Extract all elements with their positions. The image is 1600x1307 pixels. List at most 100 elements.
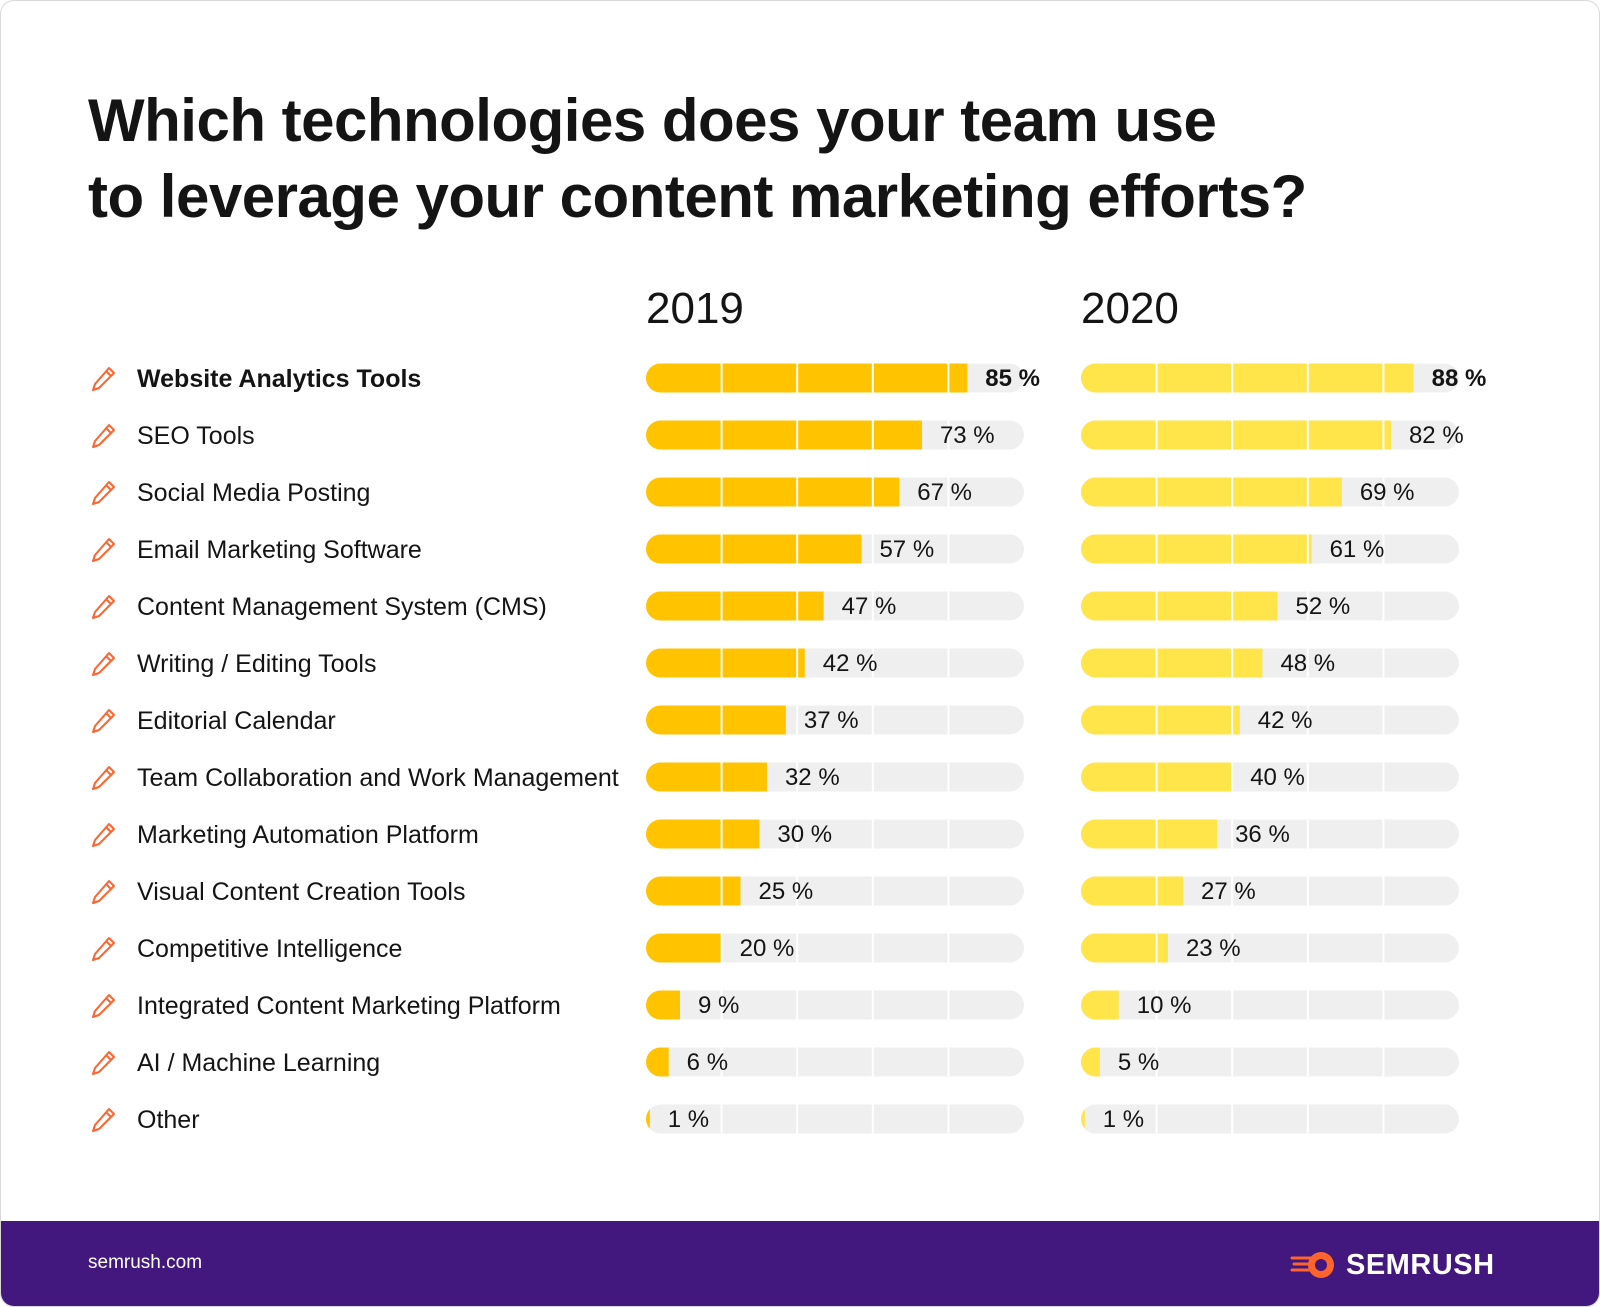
bar-2019-writing-editing-tools (646, 648, 805, 678)
value-label-2020-ai-machine-learning: 5 % (1118, 1049, 1159, 1076)
bar-track-2020-integrated-content-marketing-platform (1081, 990, 1459, 1020)
series-label-2019: 2019 (646, 284, 744, 333)
pencil-icon (92, 766, 115, 790)
bar-2019-team-collaboration-and-work-management (646, 762, 767, 792)
value-label-2020-editorial-calendar: 42 % (1258, 707, 1313, 734)
value-label-2019-ai-machine-learning: 6 % (687, 1049, 728, 1076)
chart-title-line-2: to leverage your content marketing effor… (88, 163, 1307, 230)
pencil-icon (92, 1108, 115, 1132)
bar-2020-marketing-automation-platform (1081, 819, 1218, 849)
category-label-other: Other (137, 1106, 200, 1134)
bar-2019-email-marketing-software (646, 534, 862, 564)
bar-2020-other (1081, 1104, 1085, 1134)
bar-2019-website-analytics-tools (646, 363, 968, 393)
pencil-icon (92, 1051, 115, 1075)
value-label-2019-competitive-intelligence: 20 % (740, 935, 795, 962)
value-label-2019-seo-tools: 73 % (940, 422, 995, 449)
category-label-writing-editing-tools: Writing / Editing Tools (137, 650, 376, 678)
bar-2020-email-marketing-software (1081, 534, 1312, 564)
chart-title-line-1: Which technologies does your team use (88, 87, 1217, 154)
value-label-2020-website-analytics-tools: 88 % (1432, 365, 1487, 392)
bar-2020-editorial-calendar (1081, 705, 1240, 735)
value-label-2020-marketing-automation-platform: 36 % (1235, 821, 1290, 848)
bar-track-2019-integrated-content-marketing-platform (646, 990, 1024, 1020)
pencil-icon (92, 937, 115, 961)
chart-title: Which technologies does your team use to… (88, 83, 1488, 235)
footer-bar: semrush.com SEMRUSH (1, 1221, 1599, 1306)
bar-track-2020-ai-machine-learning (1081, 1047, 1459, 1077)
bar-2019-other (646, 1104, 650, 1134)
value-label-2020-other: 1 % (1103, 1106, 1144, 1133)
category-label-social-media-posting: Social Media Posting (137, 479, 370, 507)
value-label-2019-website-analytics-tools: 85 % (985, 365, 1040, 392)
value-label-2020-email-marketing-software: 61 % (1330, 536, 1385, 563)
bar-2019-integrated-content-marketing-platform (646, 990, 681, 1020)
pencil-icon (92, 481, 115, 505)
value-label-2020-content-management-system-cms: 52 % (1296, 593, 1351, 620)
category-label-visual-content-creation-tools: Visual Content Creation Tools (137, 878, 465, 906)
bar-2020-writing-editing-tools (1081, 648, 1263, 678)
pencil-icon (92, 595, 115, 619)
bar-2020-seo-tools (1081, 420, 1391, 450)
bar-2019-editorial-calendar (646, 705, 786, 735)
bar-2019-social-media-posting (646, 477, 900, 507)
value-label-2020-team-collaboration-and-work-management: 40 % (1250, 764, 1305, 791)
bar-track-2019-ai-machine-learning (646, 1047, 1024, 1077)
category-label-editorial-calendar: Editorial Calendar (137, 707, 336, 735)
bar-2020-ai-machine-learning (1081, 1047, 1100, 1077)
footer-site-link[interactable]: semrush.com (88, 1252, 203, 1273)
value-label-2020-visual-content-creation-tools: 27 % (1201, 878, 1256, 905)
category-label-competitive-intelligence: Competitive Intelligence (137, 935, 402, 963)
pencil-icon (92, 994, 115, 1018)
bar-track-2019-competitive-intelligence (646, 933, 1024, 963)
value-label-2019-integrated-content-marketing-platform: 9 % (698, 992, 739, 1019)
pencil-icon (92, 880, 115, 904)
value-label-2020-social-media-posting: 69 % (1360, 479, 1415, 506)
bar-2020-competitive-intelligence (1081, 933, 1168, 963)
pencil-icon (92, 709, 115, 733)
value-label-2019-team-collaboration-and-work-management: 32 % (785, 764, 840, 791)
pencil-icon (92, 823, 115, 847)
pencil-icon (92, 538, 115, 562)
series-label-2020: 2020 (1081, 284, 1179, 333)
value-label-2019-social-media-posting: 67 % (917, 479, 972, 506)
bar-2019-competitive-intelligence (646, 933, 722, 963)
bar-2020-social-media-posting (1081, 477, 1342, 507)
pencil-icon (92, 424, 115, 448)
category-label-content-management-system-cms: Content Management System (CMS) (137, 593, 547, 621)
bar-2019-content-management-system-cms (646, 591, 824, 621)
value-label-2019-email-marketing-software: 57 % (879, 536, 934, 563)
category-label-ai-machine-learning: AI / Machine Learning (137, 1049, 380, 1077)
bar-chart: Website Analytics Tools 85 % 88 % SEO Tools… (92, 363, 1487, 1134)
value-label-2020-seo-tools: 82 % (1409, 422, 1464, 449)
bar-2019-ai-machine-learning (646, 1047, 669, 1077)
value-label-2019-marketing-automation-platform: 30 % (777, 821, 832, 848)
value-label-2019-other: 1 % (668, 1106, 709, 1133)
bar-2020-integrated-content-marketing-platform (1081, 990, 1119, 1020)
bar-2019-seo-tools (646, 420, 922, 450)
category-label-team-collaboration-and-work-management: Team Collaboration and Work Management (137, 764, 619, 792)
value-label-2020-competitive-intelligence: 23 % (1186, 935, 1241, 962)
pencil-icon (92, 367, 115, 391)
semrush-logo-icon (1290, 1252, 1334, 1278)
semrush-logo-wordmark: SEMRUSH (1346, 1248, 1495, 1281)
bar-2019-visual-content-creation-tools (646, 876, 741, 906)
category-label-integrated-content-marketing-platform: Integrated Content Marketing Platform (137, 992, 561, 1020)
bar-track-2020-competitive-intelligence (1081, 933, 1459, 963)
value-label-2019-visual-content-creation-tools: 25 % (759, 878, 814, 905)
value-label-2019-writing-editing-tools: 42 % (823, 650, 878, 677)
bar-track-2020-other (1081, 1104, 1459, 1134)
value-label-2020-writing-editing-tools: 48 % (1280, 650, 1335, 677)
value-label-2019-editorial-calendar: 37 % (804, 707, 859, 734)
value-label-2020-integrated-content-marketing-platform: 10 % (1137, 992, 1192, 1019)
bar-track-2019-other (646, 1104, 1024, 1134)
bar-2020-visual-content-creation-tools (1081, 876, 1184, 906)
semrush-logo: SEMRUSH (1290, 1245, 1495, 1285)
value-label-2019-content-management-system-cms: 47 % (842, 593, 897, 620)
pencil-icon (92, 652, 115, 676)
category-label-email-marketing-software: Email Marketing Software (137, 536, 422, 564)
category-label-marketing-automation-platform: Marketing Automation Platform (137, 821, 479, 849)
category-label-website-analytics-tools: Website Analytics Tools (137, 365, 421, 393)
bar-2020-content-management-system-cms (1081, 591, 1278, 621)
